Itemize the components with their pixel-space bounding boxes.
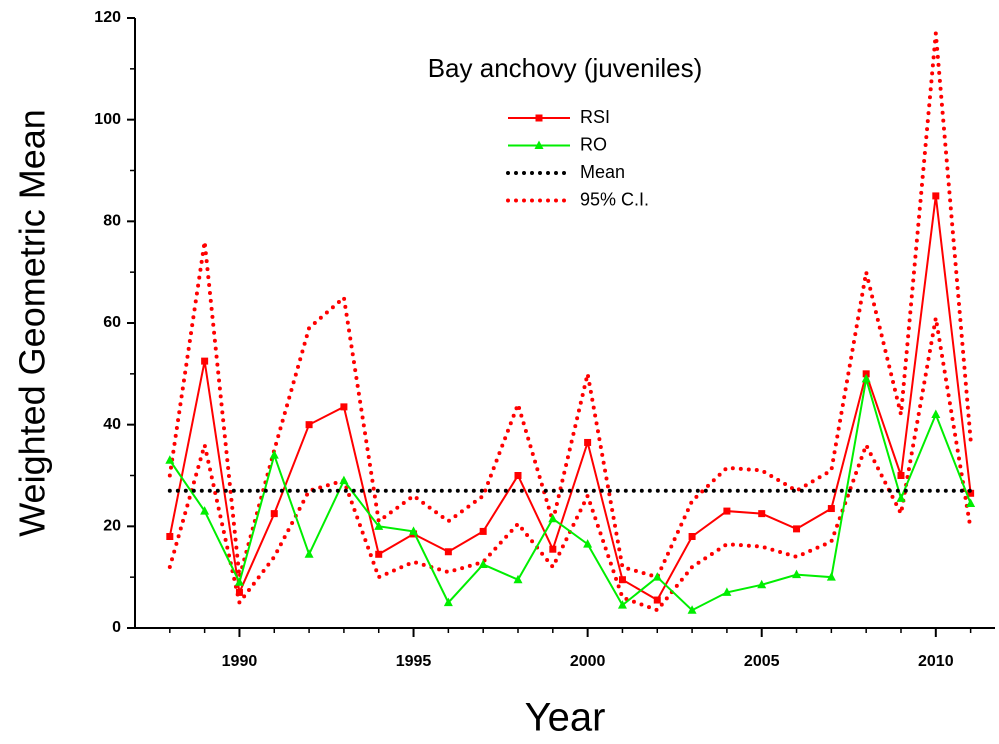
- marker: [513, 574, 523, 584]
- marker: [688, 533, 696, 540]
- marker: [722, 587, 732, 596]
- series-line: [168, 195, 972, 602]
- marker: [687, 605, 697, 614]
- legend-label: RO: [580, 134, 607, 154]
- marker: [374, 521, 384, 530]
- marker: [758, 510, 766, 518]
- marker: [932, 192, 940, 200]
- marker: [339, 475, 349, 485]
- y-tick-label: 0: [112, 619, 121, 636]
- marker: [235, 588, 243, 596]
- marker: [931, 409, 941, 418]
- marker: [862, 370, 870, 378]
- marker: [896, 493, 906, 502]
- marker: [548, 513, 558, 523]
- ci-upper-line: [167, 33, 973, 580]
- y-axis-label: Weighted Geometric Mean: [12, 109, 53, 537]
- chart-title: Bay anchovy (juveniles): [428, 53, 703, 83]
- x-tick-label: 2010: [918, 653, 954, 670]
- marker: [757, 579, 767, 589]
- marker: [478, 559, 488, 568]
- marker: [165, 455, 175, 464]
- legend-label: 95% C.I.: [580, 189, 649, 209]
- marker: [827, 505, 835, 513]
- marker: [549, 545, 557, 553]
- marker: [792, 569, 802, 579]
- marker: [479, 527, 487, 535]
- x-tick-label: 2005: [744, 653, 780, 670]
- y-tick-label: 20: [103, 518, 121, 535]
- y-tick-label: 40: [103, 416, 121, 433]
- marker: [304, 549, 314, 558]
- series-line: [168, 378, 972, 612]
- marker: [375, 550, 383, 558]
- marker: [234, 577, 244, 586]
- marker: [514, 472, 522, 479]
- marker: [653, 596, 661, 604]
- x-tick-label: 1990: [222, 653, 258, 670]
- marker: [584, 438, 592, 446]
- marker: [583, 539, 593, 548]
- marker: [967, 489, 975, 497]
- marker: [861, 373, 871, 383]
- marker: [652, 572, 662, 581]
- marker: [793, 525, 801, 533]
- marker: [826, 572, 836, 581]
- marker: [618, 576, 626, 584]
- marker: [269, 450, 279, 459]
- y-tick-label: 100: [94, 111, 121, 128]
- marker: [444, 548, 452, 556]
- marker: [443, 597, 453, 607]
- marker: [200, 506, 210, 515]
- marker: [617, 600, 627, 609]
- y-tick-label: 120: [94, 9, 121, 26]
- x-axis-label: Year: [525, 696, 606, 740]
- marker: [270, 510, 278, 518]
- marker: [305, 421, 313, 429]
- marker: [166, 533, 174, 540]
- legend-label: Mean: [580, 162, 625, 182]
- marker: [534, 140, 544, 149]
- marker: [966, 498, 976, 507]
- legend-label: RSI: [580, 107, 610, 127]
- marker: [535, 114, 543, 122]
- marker: [409, 526, 419, 535]
- y-tick-label: 80: [103, 213, 121, 230]
- marker: [340, 403, 348, 411]
- marker: [201, 357, 209, 365]
- x-tick-label: 2000: [570, 653, 606, 670]
- y-tick-label: 60: [103, 314, 121, 331]
- x-tick-label: 1995: [396, 653, 432, 670]
- marker: [723, 507, 731, 515]
- marker: [897, 472, 905, 479]
